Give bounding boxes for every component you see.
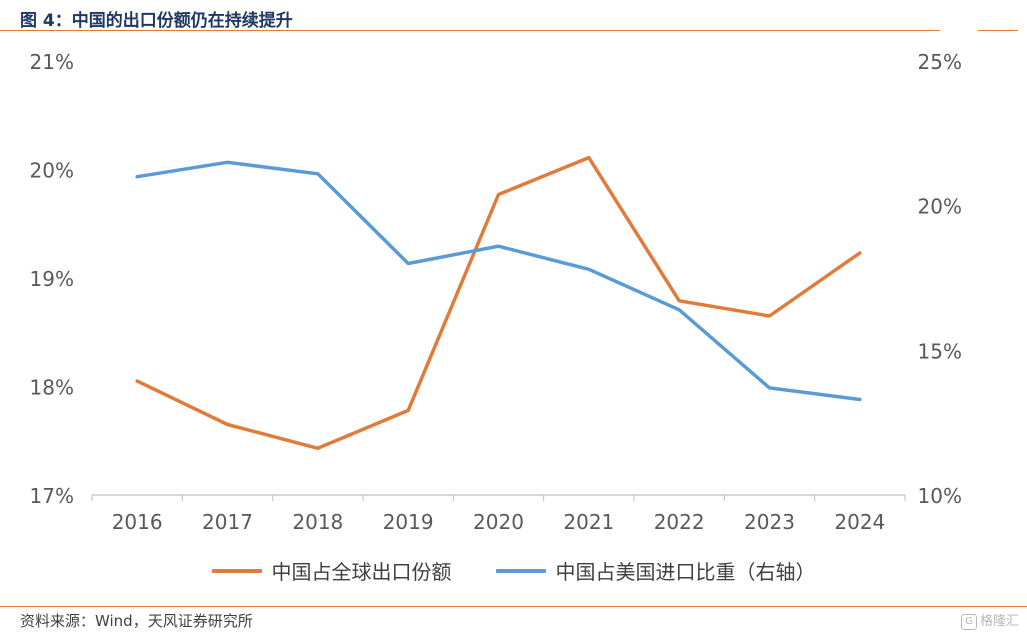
legend-label-export-share: 中国占全球出口份额 [271,560,452,584]
watermark: G 格隆汇 [960,610,1019,630]
y-right-tick-label: 20% [918,195,962,219]
watermark-logo-icon: G [960,613,977,630]
y-right-tick-label: 25% [918,50,962,74]
x-tick-label: 2022 [654,510,705,534]
x-tick-label: 2020 [473,510,524,534]
legend-swatch-blue [495,568,546,573]
y-right-tick-label: 15% [918,339,962,363]
legend-label-us-import-share: 中国占美国进口比重（右轴） [555,560,816,584]
title-rule [0,30,940,31]
line-chart: 2016 2017 2018 2019 2020 2021 2022 2023 2024 17% 1… [30,50,962,534]
source-note: 资料来源：Wind，天风证券研究所 [20,612,253,630]
chart-legend: 中国占全球出口份额 中国占美国进口比重（右轴） [0,556,1027,585]
legend-swatch-orange [211,568,262,573]
y-left-tick-label: 17% [30,484,74,508]
y-right-tick-label: 10% [918,484,962,508]
x-tick-label: 2016 [112,510,163,534]
x-tick-label: 2018 [292,510,343,534]
y-left-tick-label: 21% [30,50,74,74]
watermark-text: 格隆汇 [979,614,1019,629]
x-tick-label: 2021 [563,510,614,534]
figure-title: 图 4：中国的出口份额仍在持续提升 [20,11,293,31]
series-line-export-share [135,155,862,451]
x-tick-label: 2023 [744,510,795,534]
legend-item-us-import-share: 中国占美国进口比重（右轴） [495,556,816,585]
x-tick-label: 2017 [202,510,253,534]
footer-rule [0,606,1027,607]
y-left-tick-label: 20% [30,159,74,183]
y-left-tick-label: 19% [30,267,74,291]
title-rule-end [978,30,1018,31]
x-tick-label: 2019 [383,510,434,534]
y-left-tick-label: 18% [30,376,74,400]
legend-item-export-share: 中国占全球出口份额 [211,556,452,585]
x-tick-label: 2024 [834,510,885,534]
